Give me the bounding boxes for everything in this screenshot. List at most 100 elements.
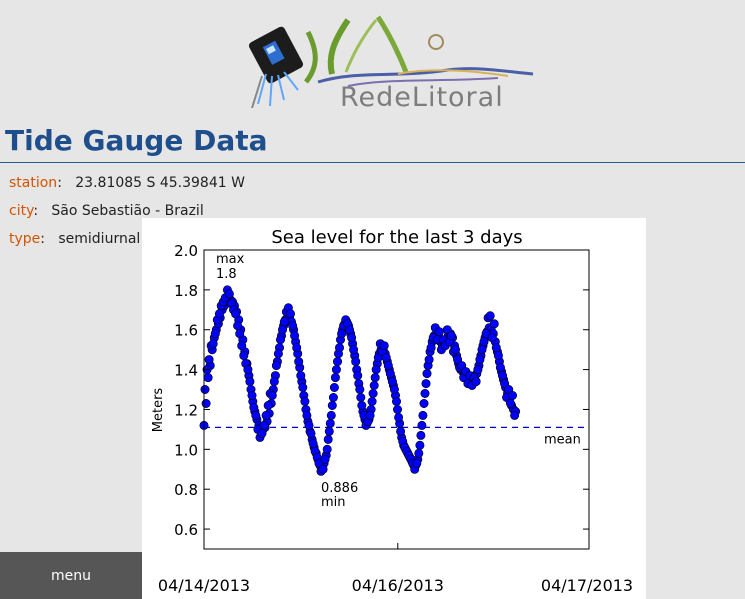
data-point: [237, 341, 247, 351]
data-point: [306, 428, 316, 438]
data-point: [320, 454, 330, 464]
data-points: [199, 285, 521, 476]
data-point: [416, 430, 426, 440]
tide-gauge-device-icon: [248, 26, 304, 109]
data-point: [420, 389, 430, 399]
data-point: [296, 371, 306, 381]
logo-text: RedeLitoral: [340, 82, 504, 113]
mean-label: mean: [544, 432, 581, 447]
data-point: [245, 377, 255, 387]
data-point: [379, 341, 389, 351]
data-point: [257, 428, 267, 438]
data-point: [446, 331, 456, 341]
data-point: [351, 357, 361, 367]
data-point: [239, 351, 249, 361]
data-point: [322, 444, 332, 454]
y-axis-ticks: 0.6 0.8 1.0 1.2 1.4 1.6 1.8 2.0: [174, 242, 589, 539]
data-point: [300, 397, 310, 407]
data-point: [349, 345, 359, 355]
type-value: semidiurnal: [58, 231, 141, 247]
max-value: 1.8: [216, 267, 237, 282]
data-point: [385, 369, 395, 379]
data-point: [365, 410, 375, 420]
data-point: [424, 355, 434, 365]
city-row: city: São Sebastião - Brazil: [9, 203, 204, 219]
data-point: [328, 393, 338, 403]
y-tick-label: 1.6: [174, 322, 198, 340]
data-point: [426, 343, 436, 353]
data-point: [302, 410, 312, 420]
data-point: [345, 325, 355, 335]
data-point: [279, 317, 289, 327]
data-point: [235, 329, 245, 339]
y-tick-label: 0.6: [174, 521, 198, 539]
data-point: [290, 331, 300, 341]
data-point: [324, 426, 334, 436]
data-point: [357, 401, 367, 411]
data-point: [259, 420, 269, 430]
x-tick-label: 04/16/2013: [352, 576, 444, 595]
data-point: [415, 440, 425, 450]
y-axis-label: Meters: [151, 388, 166, 433]
data-point: [497, 371, 507, 381]
sea-level-chart: Sea level for the last 3 days Meters 0.6…: [142, 218, 646, 599]
y-tick-label: 1.8: [174, 282, 198, 300]
data-point: [330, 373, 340, 383]
y-tick-label: 0.8: [174, 481, 198, 499]
data-point: [329, 383, 339, 393]
data-point: [318, 464, 328, 474]
data-point: [495, 363, 505, 373]
y-tick-label: 1.4: [174, 362, 198, 380]
max-label: max: [216, 252, 245, 267]
data-point: [489, 319, 499, 329]
data-point: [422, 369, 432, 379]
x-tick-label: 04/14/2013: [158, 576, 250, 595]
min-value: 0.886: [321, 481, 358, 496]
data-point: [231, 309, 241, 319]
data-point: [412, 458, 422, 468]
data-point: [249, 403, 259, 413]
data-point: [304, 420, 314, 430]
data-point: [421, 379, 431, 389]
data-point: [327, 401, 337, 411]
title-divider: [0, 162, 745, 163]
data-point: [371, 365, 381, 375]
data-point: [473, 365, 483, 375]
data-point: [224, 289, 234, 299]
data-point: [200, 385, 210, 395]
data-point: [208, 339, 218, 349]
data-point: [261, 410, 271, 420]
data-point: [505, 399, 515, 409]
data-point: [487, 333, 497, 343]
data-point: [393, 405, 403, 415]
x-tick-label: 04/17/2013: [541, 576, 633, 595]
data-point: [477, 345, 487, 355]
page-title: Tide Gauge Data: [5, 124, 268, 157]
data-point: [278, 325, 288, 335]
data-point: [370, 373, 380, 383]
data-point: [269, 377, 279, 387]
data-point: [214, 309, 224, 319]
data-point: [294, 357, 304, 367]
data-point: [368, 389, 378, 399]
data-point: [479, 337, 489, 347]
data-point: [271, 361, 281, 371]
data-point: [381, 353, 391, 363]
data-point: [298, 383, 308, 393]
data-point: [383, 361, 393, 371]
y-tick-label: 2.0: [174, 242, 198, 260]
min-label: min: [321, 495, 346, 510]
data-point: [233, 321, 243, 331]
plot-frame: [203, 249, 590, 550]
data-point: [491, 343, 501, 353]
data-point: [276, 335, 286, 345]
data-point: [333, 357, 343, 367]
data-point: [203, 373, 213, 383]
data-point: [392, 397, 402, 407]
data-point: [247, 391, 257, 401]
data-point: [353, 371, 363, 381]
data-point: [273, 349, 283, 359]
menu-button[interactable]: menu: [0, 552, 142, 599]
data-point: [326, 410, 336, 420]
data-point: [308, 438, 318, 448]
